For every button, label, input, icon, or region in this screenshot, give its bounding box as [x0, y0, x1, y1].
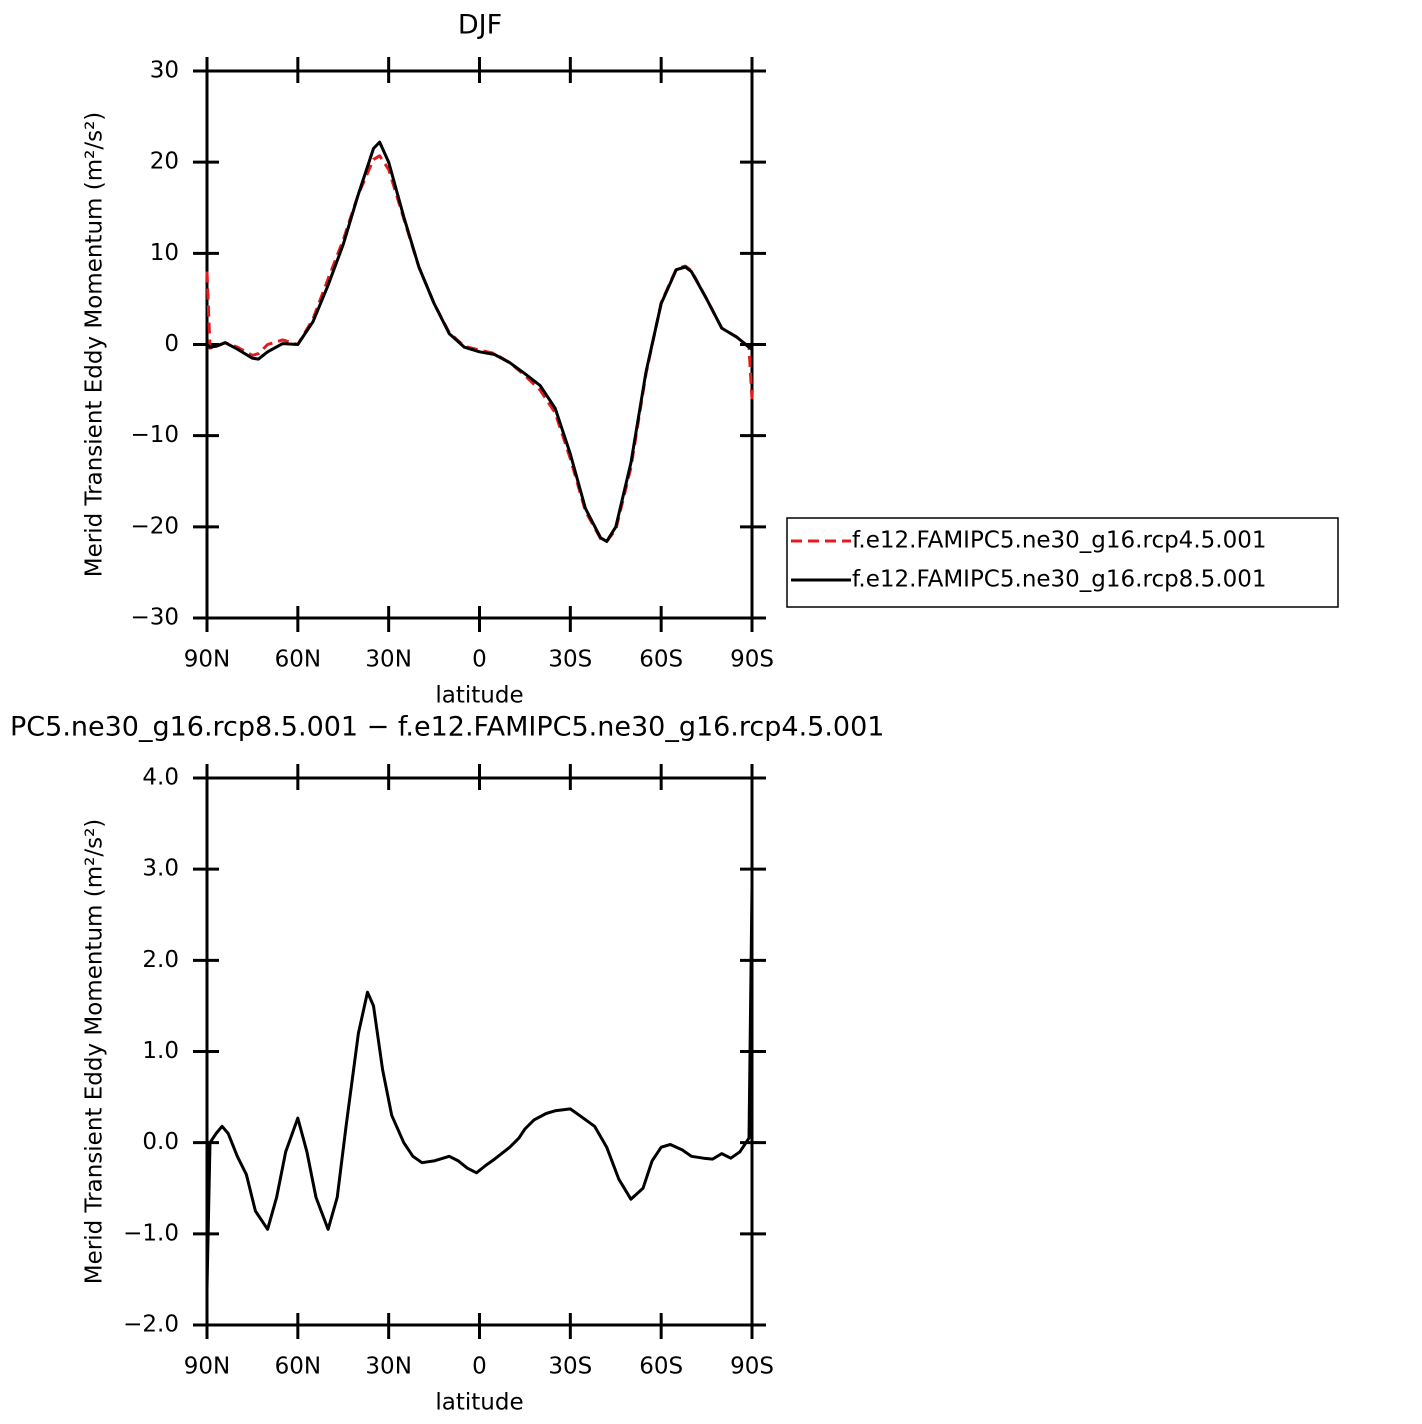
y-tick-label: 30 [150, 58, 179, 84]
y-tick-label: −10 [130, 422, 179, 448]
x-tick-label: 60S [639, 647, 683, 673]
y-tick-label: 4.0 [142, 765, 179, 791]
y-tick-label: 10 [150, 240, 179, 266]
y-axis-label: Merid Transient Eddy Momentum (m²/s²) [82, 819, 108, 1285]
x-tick-label: 30S [548, 647, 592, 673]
data-line [205, 887, 754, 1289]
y-tick-label: 0 [164, 331, 179, 357]
x-tick-label: 60N [275, 647, 321, 673]
y-tick-label: 1.0 [142, 1038, 179, 1064]
x-tick-label: 90N [184, 1354, 230, 1380]
y-tick-label: −2.0 [123, 1312, 179, 1338]
y-axis-label: Merid Transient Eddy Momentum (m²/s²) [82, 112, 108, 578]
x-axis-label: latitude [435, 1390, 523, 1416]
y-tick-label: 0.0 [142, 1129, 179, 1155]
x-tick-label: 90S [730, 647, 774, 673]
x-tick-label: 90N [184, 647, 230, 673]
x-tick-label: 30N [365, 647, 411, 673]
legend-label: f.e12.FAMIPC5.ne30_g16.rcp4.5.001 [852, 528, 1266, 554]
x-tick-label: 60N [275, 1354, 321, 1380]
y-tick-label: 20 [150, 149, 179, 175]
x-tick-label: 60S [639, 1354, 683, 1380]
x-tick-label: 0 [472, 647, 487, 673]
legend-box [786, 517, 1339, 608]
y-tick-label: 3.0 [142, 856, 179, 882]
chart-title: DJF [458, 10, 502, 41]
x-tick-label: 30S [548, 1354, 592, 1380]
x-axis-label: latitude [435, 683, 523, 709]
x-tick-label: 30N [365, 1354, 411, 1380]
y-tick-label: 2.0 [142, 947, 179, 973]
y-tick-label: −20 [130, 513, 179, 539]
data-line [205, 154, 754, 543]
y-tick-label: −30 [130, 605, 179, 631]
x-tick-label: 90S [730, 1354, 774, 1380]
plot-frame [205, 776, 754, 1327]
legend-label: f.e12.FAMIPC5.ne30_g16.rcp8.5.001 [852, 567, 1266, 593]
y-tick-label: −1.0 [123, 1220, 179, 1246]
x-tick-label: 0 [472, 1354, 487, 1380]
chart-title: PC5.ne30_g16.rcp8.5.001 − f.e12.FAMIPC5.… [10, 712, 884, 743]
data-line [205, 140, 753, 543]
